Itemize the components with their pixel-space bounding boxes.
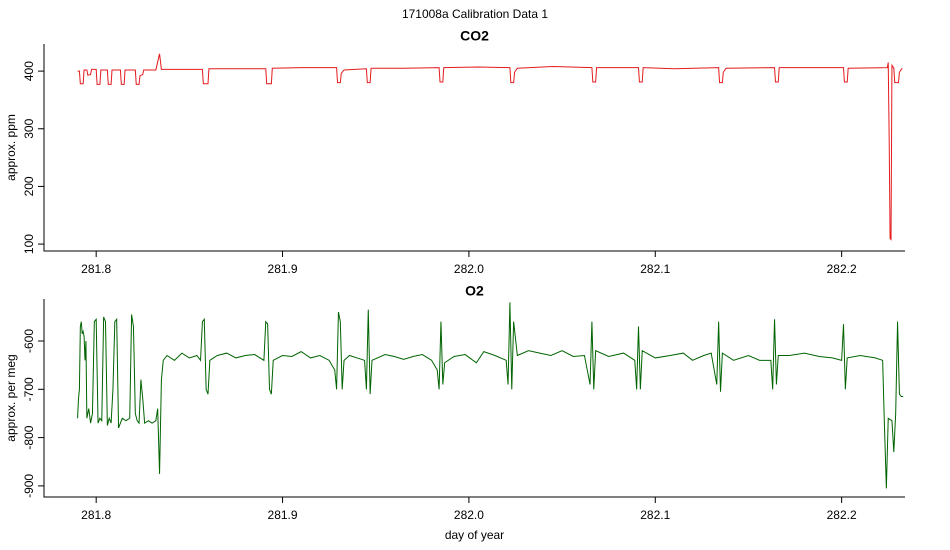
y-axis-label: approx. per meg xyxy=(4,354,18,441)
x-tick-label: 281.8 xyxy=(81,508,111,522)
y-tick-label: -600 xyxy=(22,329,36,353)
x-tick-label: 281.9 xyxy=(268,262,298,276)
x-tick-label: 282.0 xyxy=(454,508,484,522)
x-axis-label: day of year xyxy=(445,528,504,542)
y-tick-label: 300 xyxy=(22,118,36,138)
x-tick-label: 282.1 xyxy=(640,262,670,276)
y-tick-label: 200 xyxy=(22,176,36,196)
x-tick-label: 282.2 xyxy=(827,508,857,522)
x-tick-label: 281.9 xyxy=(268,508,298,522)
figure-title: 171008a Calibration Data 1 xyxy=(402,7,548,21)
y-tick-label: 400 xyxy=(22,61,36,81)
x-tick-label: 282.1 xyxy=(640,508,670,522)
y-tick-label: 100 xyxy=(22,234,36,254)
data-line xyxy=(77,302,904,489)
data-line xyxy=(77,53,903,241)
x-tick-label: 281.8 xyxy=(81,262,111,276)
x-tick-label: 282.0 xyxy=(454,262,484,276)
y-tick-label: -700 xyxy=(22,377,36,401)
x-tick-label: 282.2 xyxy=(827,262,857,276)
axis-line xyxy=(43,299,905,498)
panel-title: O2 xyxy=(465,283,484,299)
y-tick-label: -900 xyxy=(22,474,36,498)
y-tick-label: -800 xyxy=(22,425,36,449)
y-axis-label: approx. ppm xyxy=(4,114,18,181)
panel-title: CO2 xyxy=(460,28,489,44)
axis-line xyxy=(43,44,905,252)
